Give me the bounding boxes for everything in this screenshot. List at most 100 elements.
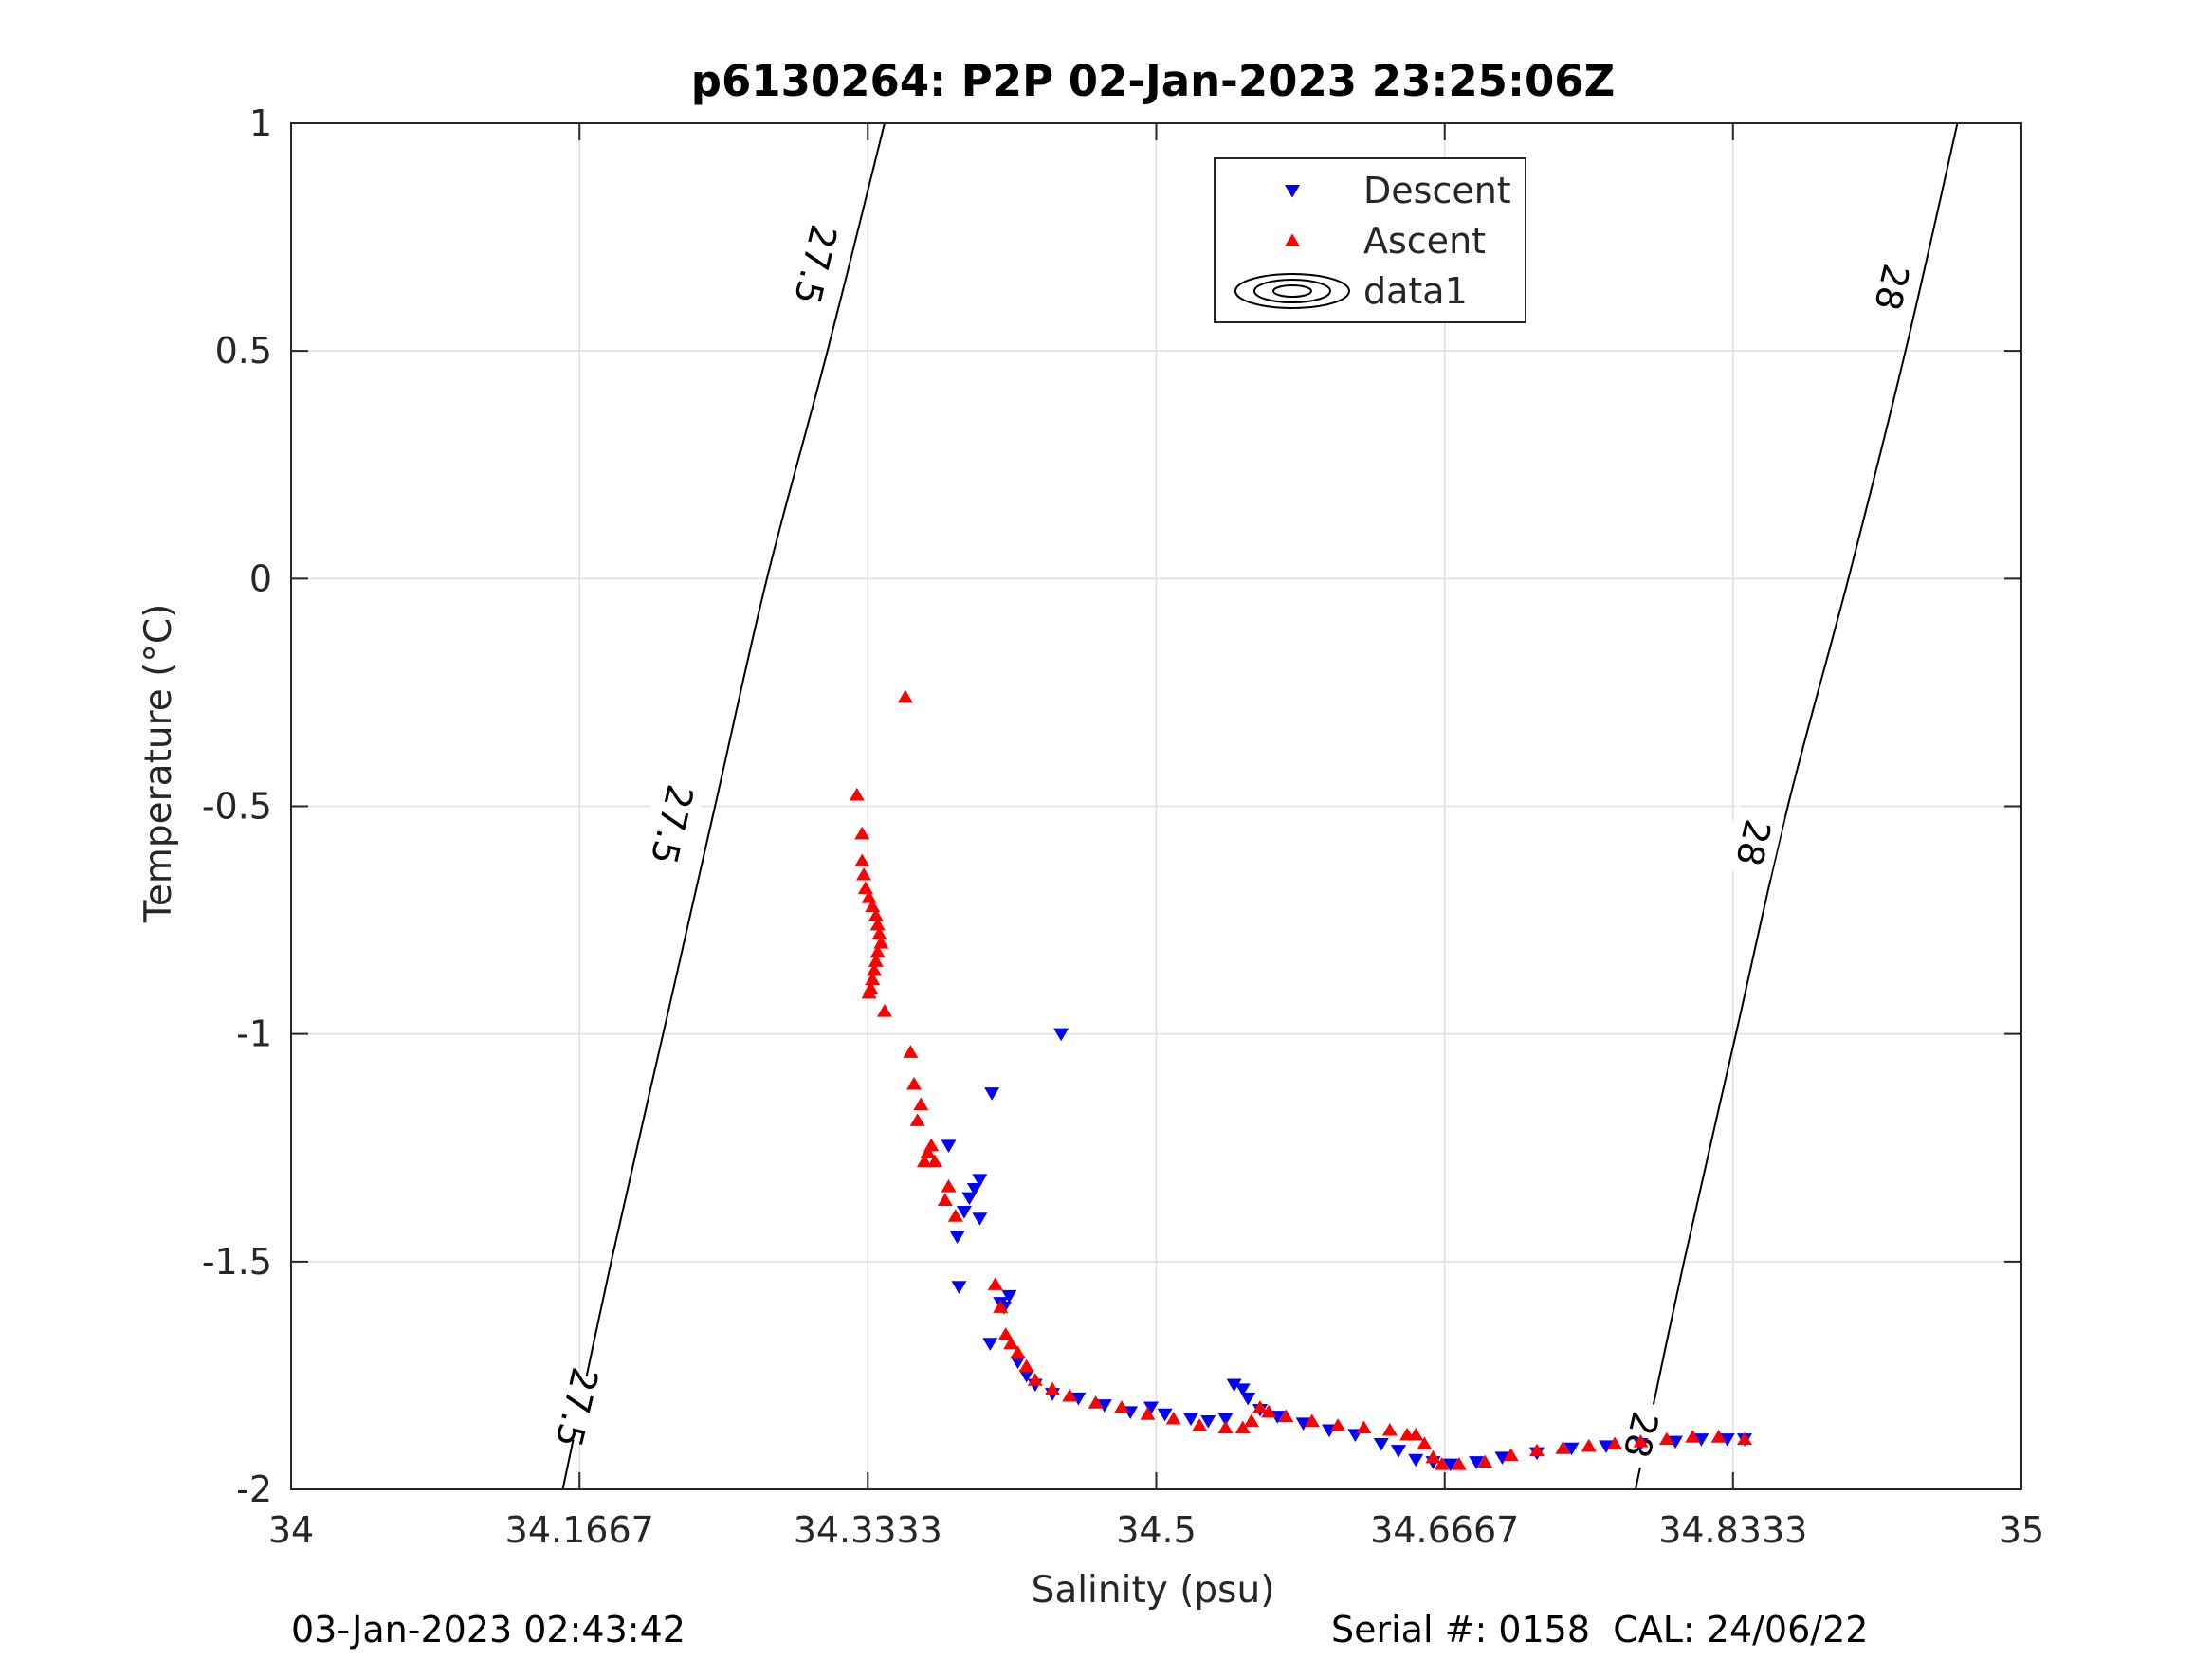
descent-point: [1226, 1378, 1242, 1393]
ascent-point: [869, 944, 886, 958]
legend-entry-label: Descent: [1363, 170, 1511, 211]
descent-point: [1240, 1392, 1256, 1406]
ascent-point: [1607, 1436, 1623, 1449]
descent-point: [984, 1087, 1000, 1101]
ascent-point: [1304, 1413, 1320, 1427]
ascent-point: [1045, 1381, 1060, 1395]
ascent-point: [1710, 1430, 1727, 1443]
ascent-point: [1555, 1441, 1571, 1454]
x-axis-label: Salinity (psu): [1032, 1569, 1275, 1612]
ascent-point: [849, 787, 865, 801]
legend-entry-label: Ascent: [1363, 220, 1486, 262]
descent-point: [1295, 1417, 1311, 1431]
ascent-point: [1381, 1422, 1398, 1436]
ascent-point: [1529, 1443, 1545, 1457]
ascent-point: [854, 853, 870, 867]
ascent-point: [856, 866, 872, 881]
ascent-point: [941, 1178, 957, 1193]
descent-point: [1070, 1392, 1087, 1406]
ascent-point: [1425, 1449, 1441, 1464]
descent-point: [1001, 1289, 1017, 1304]
ascent-point: [909, 1113, 925, 1126]
ascent-point: [913, 1097, 929, 1111]
legend-contour-ellipse: [1272, 284, 1312, 298]
ascent-point: [1192, 1418, 1208, 1431]
y-tick-label: 0.5: [215, 330, 272, 372]
ascent-point: [937, 1193, 953, 1206]
footer-serial-cal: Serial #: 0158 CAL: 24/06/22: [1331, 1609, 1869, 1650]
ascent-point: [861, 985, 877, 999]
descent-point: [1408, 1453, 1424, 1468]
descent-point: [1010, 1356, 1026, 1370]
descent-point: [966, 1182, 982, 1196]
legend: Descent Ascent data1: [1214, 157, 1526, 323]
ascent-point: [906, 1076, 922, 1090]
contour-label-bg: [545, 1370, 609, 1445]
ascent-point: [1503, 1448, 1519, 1461]
descent-point: [972, 1212, 988, 1226]
ascent-point: [897, 689, 913, 703]
descent-point: [961, 1192, 978, 1206]
contour-label: 28: [1728, 815, 1779, 869]
contour-line-27.5: [561, 123, 886, 1489]
descent-point: [1391, 1445, 1406, 1458]
descent-point: [1719, 1433, 1735, 1447]
ascent-point: [1003, 1336, 1019, 1350]
ascent-point: [1417, 1436, 1433, 1449]
descent-point: [1018, 1369, 1034, 1383]
ascent-point: [947, 1209, 963, 1222]
contour-group: 27.527.527.5282828: [545, 123, 1959, 1489]
descent-point: [956, 1205, 972, 1219]
x-tick-label: 34.1667: [505, 1509, 654, 1551]
ascent-point: [1027, 1373, 1043, 1386]
ascent-point: [857, 881, 873, 894]
legend-ascent-marker: [1285, 233, 1300, 246]
x-tick-label: 34.8333: [1658, 1509, 1807, 1551]
grid: [291, 123, 2021, 1489]
axes: 34 34.1667 34.3333 34.5 34.6667 34.8333 35 -2 -1…: [202, 102, 2044, 1551]
descent-point: [941, 1139, 957, 1153]
ascent-point: [1434, 1456, 1450, 1470]
descent-point: [1234, 1383, 1251, 1396]
descent-point: [1442, 1458, 1458, 1472]
legend-descent-marker: [1285, 185, 1300, 198]
ascent-point: [1408, 1427, 1424, 1441]
ascent-point: [865, 972, 881, 986]
legend-contour-ellipse: [1234, 273, 1350, 309]
ascent-point: [868, 954, 884, 967]
x-tick-label: 35: [1999, 1509, 2044, 1551]
ascent-point: [920, 1144, 936, 1158]
descent-point: [1494, 1451, 1510, 1465]
descent-point: [1096, 1399, 1112, 1413]
ascent-point: [987, 1277, 1003, 1290]
ascent-point: [1234, 1420, 1251, 1434]
ascent-point: [1581, 1438, 1597, 1452]
contour-label: 28: [1866, 260, 1917, 314]
footer-timestamp: 03-Jan-2023 02:43:42: [291, 1609, 686, 1650]
ascent-point: [873, 936, 889, 949]
contour-label-bg: [1722, 805, 1785, 880]
ascent-point: [1278, 1409, 1294, 1423]
descent-point: [1373, 1437, 1389, 1451]
descent-point: [1668, 1435, 1683, 1449]
ascent-point: [1010, 1345, 1026, 1358]
descent-point: [1143, 1401, 1160, 1415]
ascent-point: [993, 1300, 1009, 1313]
ascent-point: [1633, 1433, 1649, 1448]
y-tick-label: -0.5: [202, 786, 272, 828]
ascent-point: [1451, 1456, 1467, 1470]
descent-point: [1053, 1028, 1069, 1042]
y-tick-label: -1: [236, 1013, 272, 1055]
ascent-point: [1243, 1413, 1259, 1427]
ascent-point: [1261, 1404, 1277, 1418]
ascent-point: [1658, 1431, 1674, 1446]
y-axis-label: Temperature (°C): [137, 604, 180, 924]
contour-line-28: [1635, 123, 1959, 1489]
ascent-point: [903, 1045, 919, 1058]
ascent-point: [1217, 1420, 1234, 1434]
x-tick-label: 34.3333: [794, 1509, 942, 1551]
ascent-point: [1165, 1411, 1181, 1425]
y-tick-label: 1: [249, 102, 272, 144]
data-points: [849, 689, 1752, 1472]
descent-point: [951, 1281, 967, 1294]
